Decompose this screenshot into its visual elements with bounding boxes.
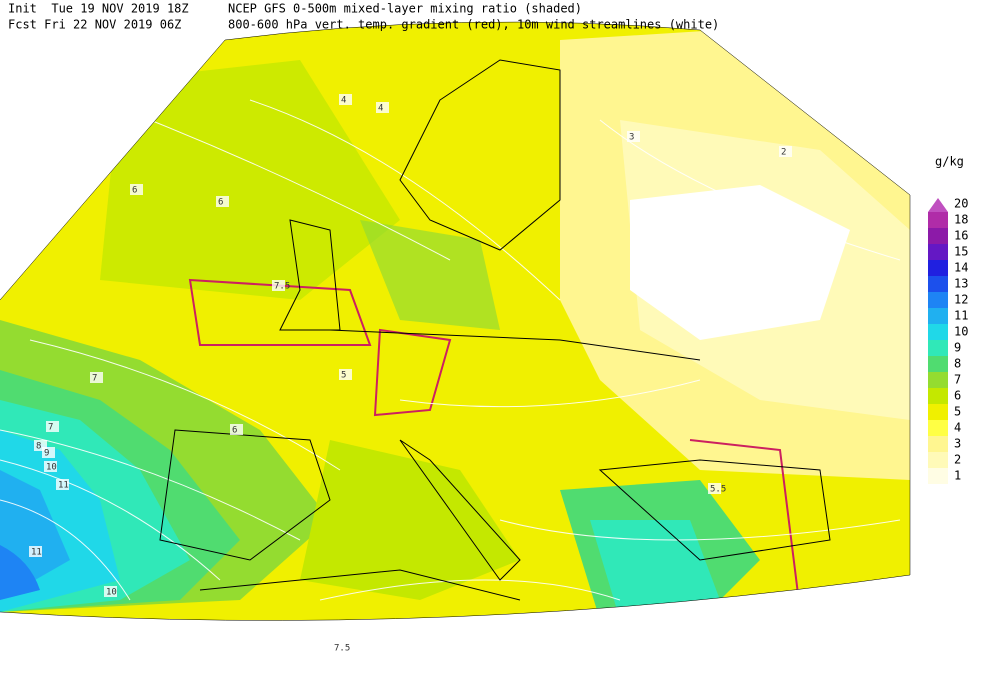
map-label-box bbox=[339, 369, 352, 380]
legend-label: 5 bbox=[954, 405, 961, 419]
legend-label: 9 bbox=[954, 341, 961, 355]
map-label: 9 bbox=[44, 449, 49, 459]
legend-label: 1 bbox=[954, 469, 961, 483]
legend-swatch bbox=[928, 388, 948, 404]
legend-swatch bbox=[928, 340, 948, 356]
map-label: 4 bbox=[341, 96, 346, 106]
map-label-box bbox=[46, 421, 59, 432]
map-label: 5 bbox=[341, 371, 346, 381]
map-label-box bbox=[332, 642, 345, 653]
map-label-box bbox=[627, 131, 640, 142]
title: NCEP GFS 0-500m mixed-layer mixing ratio… bbox=[228, 2, 582, 16]
map-label: 6 bbox=[218, 198, 223, 208]
legend-swatch bbox=[928, 468, 948, 484]
map-label: 8 bbox=[36, 442, 41, 452]
map-label: 3 bbox=[629, 133, 634, 143]
legend-label: 18 bbox=[954, 213, 968, 227]
map-label-box bbox=[56, 479, 69, 490]
legend-swatch bbox=[928, 420, 948, 436]
legend-label: 6 bbox=[954, 389, 961, 403]
legend-label: 15 bbox=[954, 245, 968, 259]
map-label-box bbox=[130, 184, 143, 195]
subtitle: 800-600 hPa vert. temp. gradient (red), … bbox=[228, 18, 719, 32]
map-label-box bbox=[708, 483, 721, 494]
legend-label: 3 bbox=[954, 437, 961, 451]
map-label-box bbox=[34, 440, 47, 451]
map-label: 11 bbox=[58, 481, 69, 491]
legend-label: 13 bbox=[954, 277, 968, 291]
legend-swatch bbox=[928, 324, 948, 340]
legend-label: 8 bbox=[954, 357, 961, 371]
map-label: 6 bbox=[232, 426, 237, 436]
legend-unit: g/kg bbox=[935, 155, 964, 169]
legend-label: 16 bbox=[954, 229, 968, 243]
map-label-box bbox=[779, 146, 792, 157]
map-label: 6 bbox=[132, 186, 137, 196]
legend-swatch bbox=[928, 356, 948, 372]
map-label: 5.5 bbox=[710, 485, 726, 495]
map-label: 10 bbox=[106, 588, 117, 598]
legend-label: 14 bbox=[954, 261, 968, 275]
map-label: 2 bbox=[781, 148, 786, 158]
map-label: 7.5 bbox=[334, 644, 350, 654]
legend-swatch bbox=[928, 198, 948, 212]
map-label: 7 bbox=[92, 374, 97, 384]
map-label: 11 bbox=[31, 548, 42, 558]
map-label-box bbox=[230, 424, 243, 435]
map-border bbox=[0, 21, 911, 621]
map-label-box bbox=[339, 94, 352, 105]
legend-swatch bbox=[928, 372, 948, 388]
legend-swatch bbox=[928, 228, 948, 244]
map-label: 7 bbox=[48, 423, 53, 433]
map-label-box bbox=[42, 447, 55, 458]
map-label: 7.5 bbox=[274, 282, 290, 292]
legend-swatch bbox=[928, 436, 948, 452]
map-label-box bbox=[104, 586, 117, 597]
map-label-box bbox=[272, 280, 285, 291]
legend-swatch bbox=[928, 452, 948, 468]
legend-swatch bbox=[928, 292, 948, 308]
legend-label: 12 bbox=[954, 293, 968, 307]
map-label-box bbox=[29, 546, 42, 557]
forecast-time: Fcst Fri 22 NOV 2019 06Z bbox=[8, 18, 181, 32]
map-label-box bbox=[44, 461, 57, 472]
map-label: 4 bbox=[378, 104, 383, 114]
legend-swatch bbox=[928, 404, 948, 420]
init-time: Init Tue 19 NOV 2019 18Z bbox=[8, 2, 189, 16]
map-label: 10 bbox=[46, 463, 57, 473]
legend-label: 2 bbox=[954, 453, 961, 467]
legend-swatch bbox=[928, 260, 948, 276]
map-label-box bbox=[216, 196, 229, 207]
map-label-box bbox=[376, 102, 389, 113]
legend-label: 4 bbox=[954, 421, 961, 435]
legend-label: 7 bbox=[954, 373, 961, 387]
legend-label: 10 bbox=[954, 325, 968, 339]
legend-swatch bbox=[928, 212, 948, 228]
legend-swatch bbox=[928, 276, 948, 292]
legend-label: 20 bbox=[954, 197, 968, 211]
legend-swatch bbox=[928, 244, 948, 260]
legend-label: 11 bbox=[954, 309, 968, 323]
legend-swatch bbox=[928, 308, 948, 324]
map-label-box bbox=[90, 372, 103, 383]
